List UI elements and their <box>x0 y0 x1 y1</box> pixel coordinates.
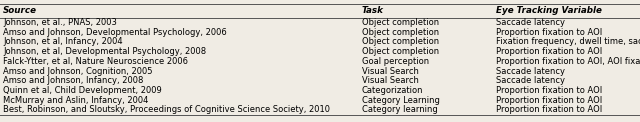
Text: Proportion fixation to AOI: Proportion fixation to AOI <box>496 105 602 114</box>
Text: Amso and Johnson, Infancy, 2008: Amso and Johnson, Infancy, 2008 <box>3 76 143 85</box>
Text: Visual Search: Visual Search <box>362 76 419 85</box>
Text: Object completion: Object completion <box>362 18 439 27</box>
Text: Proportion fixation to AOI: Proportion fixation to AOI <box>496 47 602 56</box>
Text: Amso and Johnson, Developmental Psychology, 2006: Amso and Johnson, Developmental Psycholo… <box>3 28 227 37</box>
Text: Categorization: Categorization <box>362 86 423 95</box>
Text: Goal perception: Goal perception <box>362 57 429 66</box>
Text: Category Learning: Category Learning <box>362 96 440 105</box>
Text: McMurray and Aslin, Infancy, 2004: McMurray and Aslin, Infancy, 2004 <box>3 96 148 105</box>
Text: Object completion: Object completion <box>362 47 439 56</box>
Text: Proportion fixation to AOI: Proportion fixation to AOI <box>496 96 602 105</box>
Text: Proportion fixation to AOI: Proportion fixation to AOI <box>496 86 602 95</box>
Text: Visual Search: Visual Search <box>362 66 419 76</box>
Text: Task: Task <box>362 6 383 15</box>
Text: Proportion fixation to AOI, AOI fixation time: Proportion fixation to AOI, AOI fixation… <box>496 57 640 66</box>
Text: Johnson, et al., PNAS, 2003: Johnson, et al., PNAS, 2003 <box>3 18 117 27</box>
Text: Object completion: Object completion <box>362 37 439 46</box>
Text: Eye Tracking Variable: Eye Tracking Variable <box>496 6 602 15</box>
Text: Source: Source <box>3 6 37 15</box>
Text: Johnson, et al, Developmental Psychology, 2008: Johnson, et al, Developmental Psychology… <box>3 47 206 56</box>
Text: Saccade latency: Saccade latency <box>496 66 565 76</box>
Text: Category learning: Category learning <box>362 105 437 114</box>
Text: Saccade latency: Saccade latency <box>496 18 565 27</box>
Text: Best, Robinson, and Sloutsky, Proceedings of Cognitive Science Society, 2010: Best, Robinson, and Sloutsky, Proceeding… <box>3 105 330 114</box>
Text: Object completion: Object completion <box>362 28 439 37</box>
Text: Amso and Johnson, Cognition, 2005: Amso and Johnson, Cognition, 2005 <box>3 66 153 76</box>
Text: Saccade latency: Saccade latency <box>496 76 565 85</box>
Text: Fixation frequency, dwell time, saccade frequency: Fixation frequency, dwell time, saccade … <box>496 37 640 46</box>
Text: Johnson, et al, Infancy, 2004: Johnson, et al, Infancy, 2004 <box>3 37 123 46</box>
Text: Proportion fixation to AOI: Proportion fixation to AOI <box>496 28 602 37</box>
Text: Falck-Ytter, et al, Nature Neuroscience 2006: Falck-Ytter, et al, Nature Neuroscience … <box>3 57 188 66</box>
Text: Quinn et al, Child Development, 2009: Quinn et al, Child Development, 2009 <box>3 86 162 95</box>
